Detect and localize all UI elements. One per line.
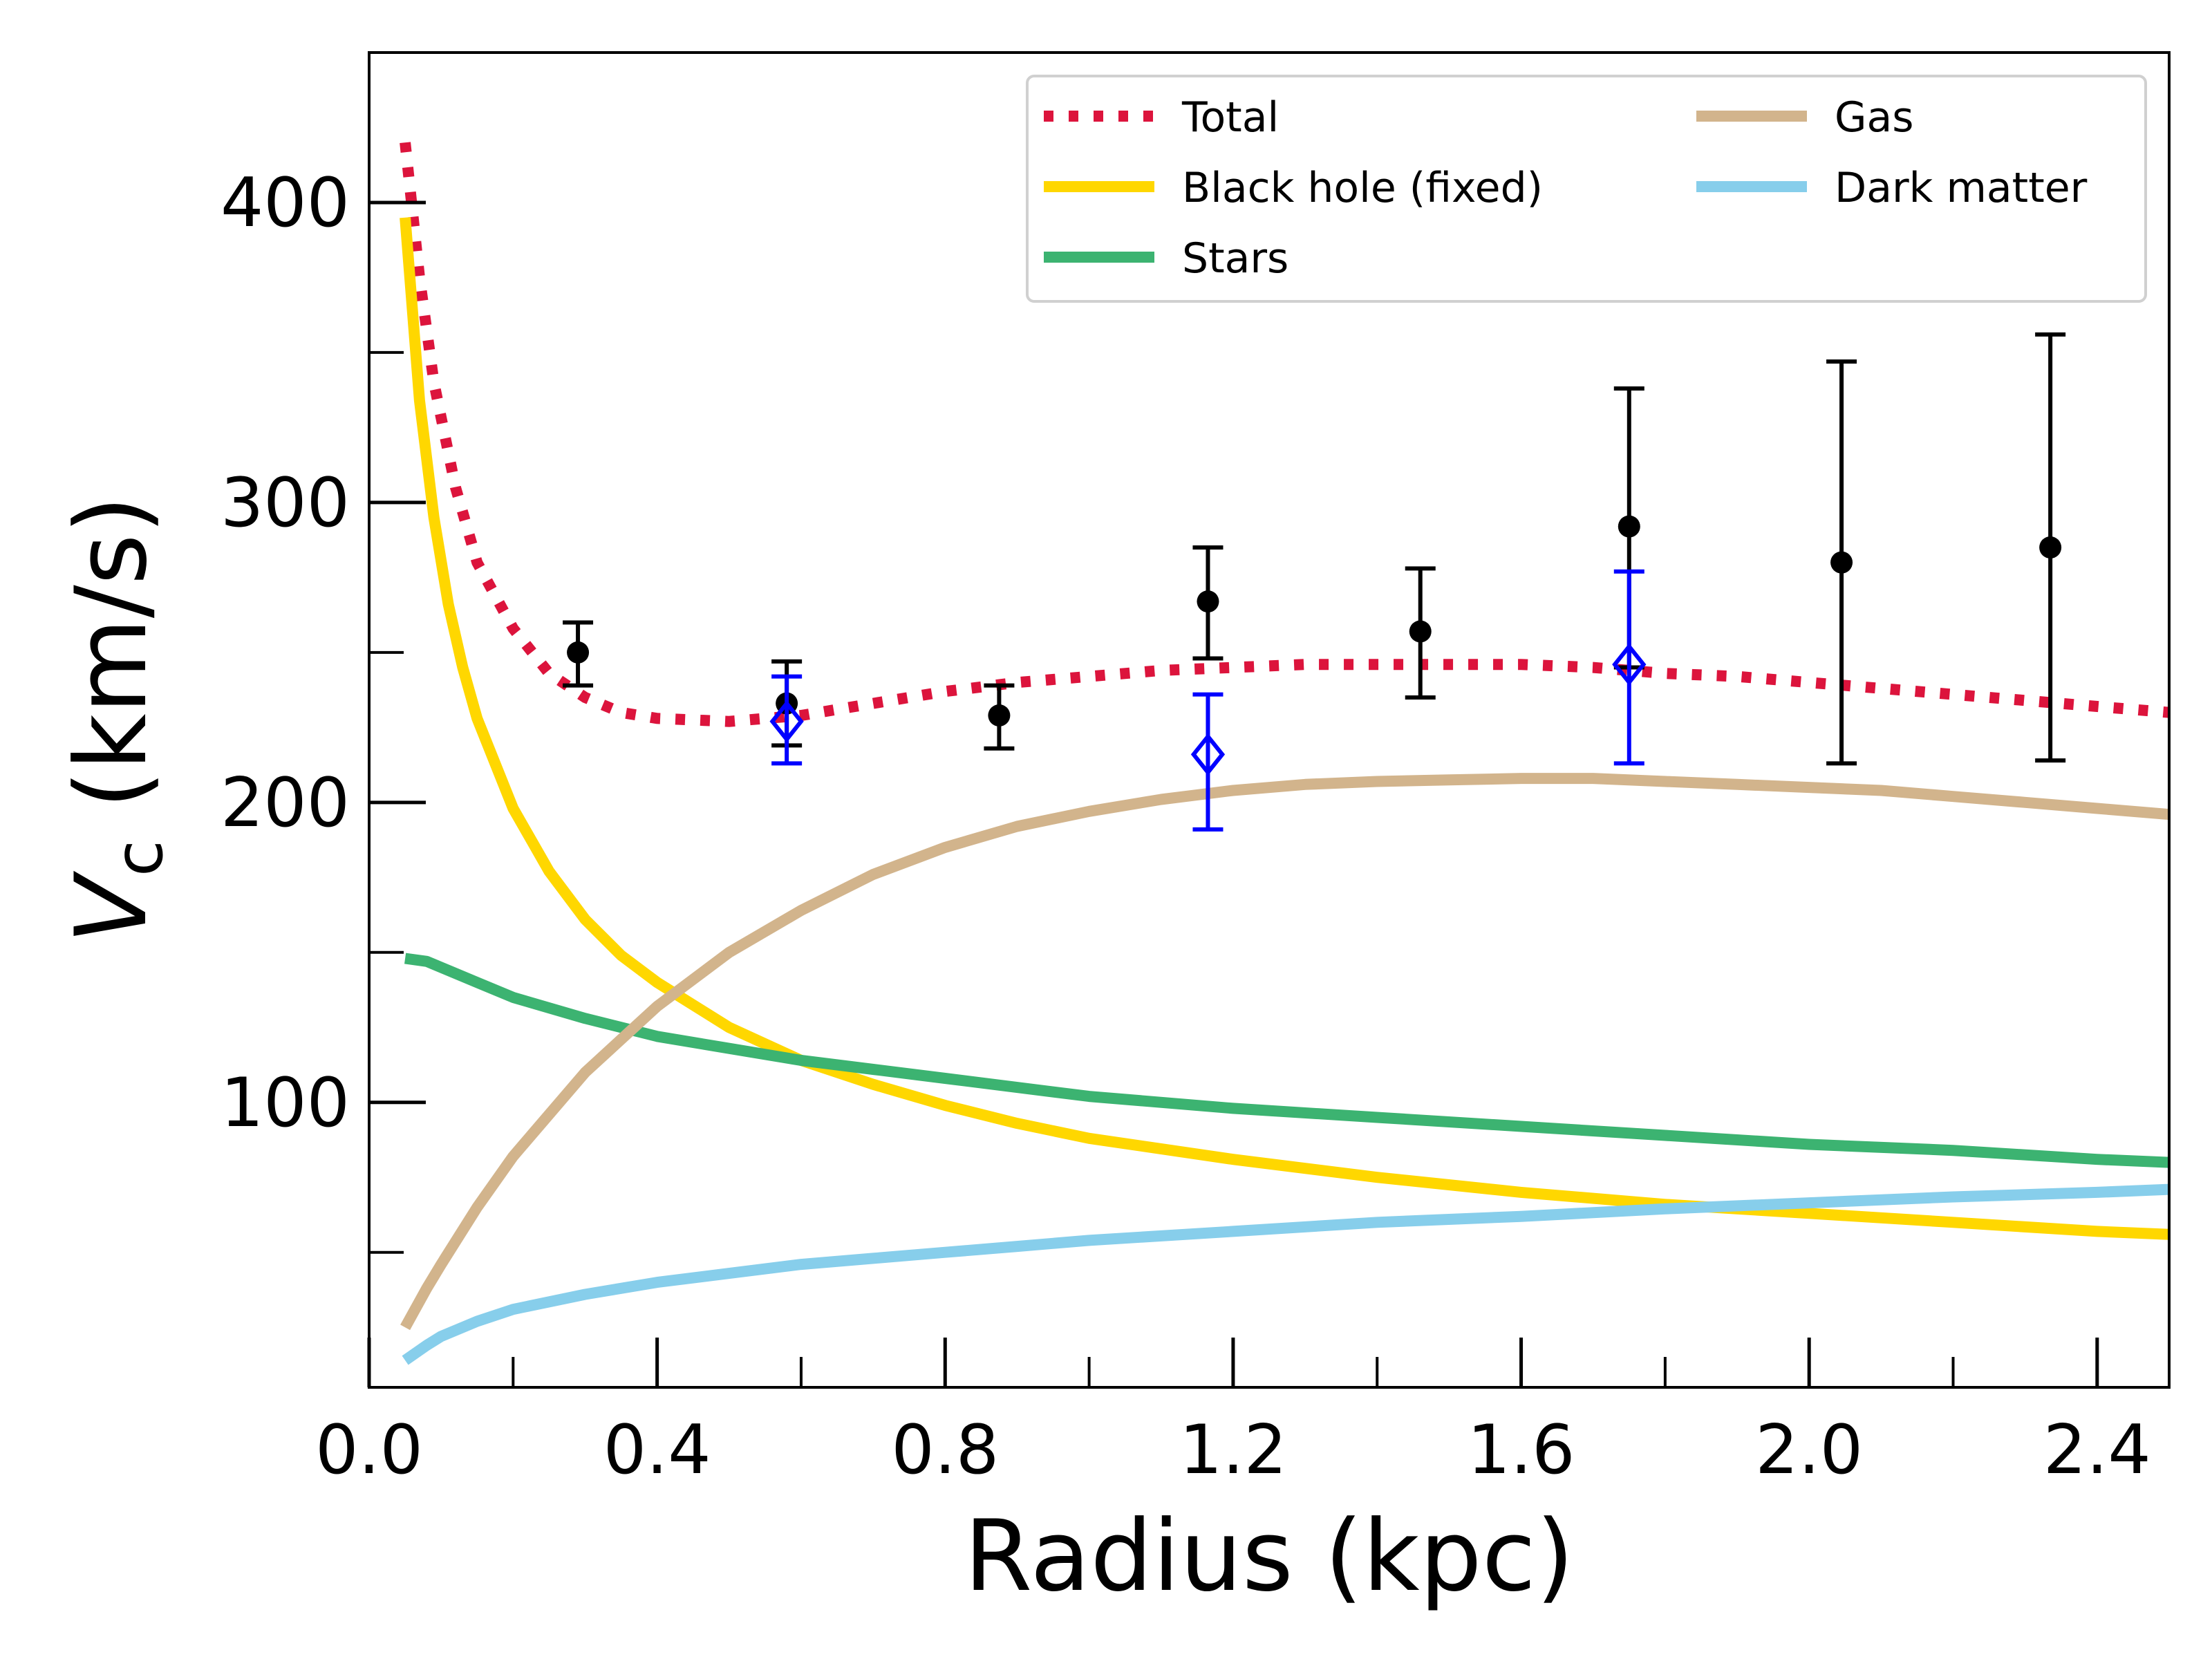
tick-labels-group: 0.0 0.4 0.8 1.2 1.6 2.0 2.4 100 200 300 400 <box>221 164 2151 1490</box>
legend-label-dark-matter: Dark matter <box>1835 164 2088 212</box>
legend-label-gas: Gas <box>1835 93 1914 142</box>
legend-label-stars: Stars <box>1182 234 1288 283</box>
y-axis-title-main: V <box>55 870 169 944</box>
legend: Total Black hole (fixed) Stars Gas Dark matt… <box>1026 75 2147 303</box>
data-point-circle <box>1830 551 1853 574</box>
series-line-gas <box>400 773 2169 1331</box>
curves-group <box>400 142 2169 1365</box>
y-tick-label: 400 <box>221 164 350 243</box>
legend-label-black-hole-fixed: Black hole (fixed) <box>1182 164 1543 212</box>
x-axis-title: Radius (kpc) <box>964 1499 1575 1613</box>
y-tick-label: 300 <box>221 464 350 543</box>
y-axis-title-sub: c <box>100 840 178 877</box>
x-tick-label: 2.4 <box>2043 1411 2151 1490</box>
data-point-circle <box>567 641 590 664</box>
y-tick-label: 100 <box>221 1064 350 1143</box>
data-point-diamond <box>1190 733 1226 776</box>
data-point-circle <box>1409 620 1432 643</box>
data-point-circle <box>1618 515 1640 538</box>
series-line-stars <box>404 953 2169 1168</box>
legend-label-total: Total <box>1181 93 1279 142</box>
data-point-diamond <box>1612 643 1647 686</box>
ticks-group <box>367 200 2099 1387</box>
x-tick-label: 0.0 <box>315 1411 423 1490</box>
x-tick-label: 1.2 <box>1179 1411 1287 1490</box>
y-tick-label: 200 <box>221 764 350 843</box>
series-line-total <box>400 142 2169 727</box>
y-axis-title: Vc (km/s) <box>55 496 178 944</box>
x-tick-label: 0.8 <box>891 1411 999 1490</box>
x-tick-label: 2.0 <box>1755 1411 1863 1490</box>
x-tick-label: 0.4 <box>603 1411 711 1490</box>
y-axis-title-rest: (km/s) <box>55 496 169 840</box>
data-point-diamond <box>769 700 804 743</box>
legend-box <box>1026 75 2147 303</box>
series-line-dark-matter <box>402 1183 2169 1365</box>
x-tick-label: 1.6 <box>1468 1411 1575 1490</box>
plot-frame <box>368 51 2171 1389</box>
data-point-circle <box>2039 536 2062 559</box>
data-point-circle <box>1197 590 1219 613</box>
data-point-circle <box>988 704 1011 727</box>
data-points-group <box>563 332 2066 832</box>
